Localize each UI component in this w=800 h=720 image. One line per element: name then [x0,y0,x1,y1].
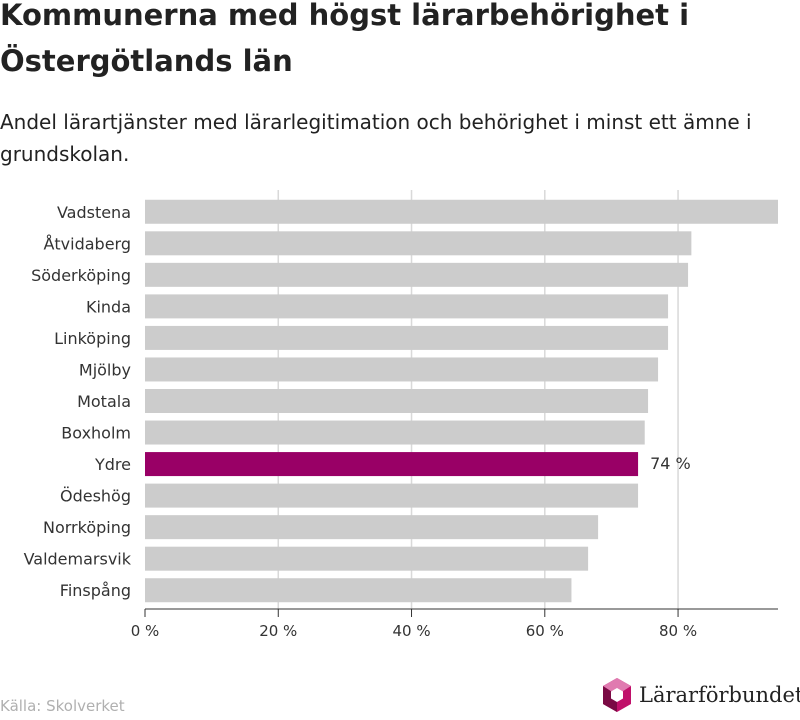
category-label: Valdemarsvik [24,550,132,569]
bar [145,389,649,413]
bar [145,483,639,508]
bar [145,231,692,256]
bar [145,199,778,224]
bar [145,262,689,287]
x-tick-label: 80 % [659,622,697,640]
lararforbundet-logo-icon [603,678,631,712]
category-label: Kinda [86,297,131,316]
x-tick-label: 60 % [526,622,564,640]
logo-wordmark: Lärarförbundet [639,683,800,707]
category-label: Ödeshög [60,487,131,506]
category-label: Söderköping [31,266,131,285]
source-note: Källa: Skolverket [0,697,125,715]
category-label: Linköping [54,329,131,348]
data-label: 74 % [650,454,691,473]
category-label: Ydre [94,455,131,474]
bar [145,294,669,319]
x-tick-label: 0 % [131,622,160,640]
category-label: Boxholm [61,424,131,443]
x-tick-label: 40 % [392,622,430,640]
bar [145,515,599,540]
bar [145,578,572,603]
category-label: Motala [77,392,131,411]
category-label: Norrköping [43,518,131,537]
x-tick-label: 20 % [259,622,297,640]
bar-highlighted [145,452,639,477]
bar-chart: Vadstena Åtvidaberg Söderköping Kinda Linköp… [24,190,778,640]
chart-title: Kommunerna med högst lärarbehörighet i Ö… [0,0,690,78]
category-label: Åtvidaberg [43,234,131,253]
bar [145,546,589,571]
category-label: Vadstena [57,203,131,222]
bar [145,325,669,350]
bar [145,357,659,382]
category-label: Finspång [60,581,131,600]
publisher-logo: Lärarförbundet [601,676,800,714]
category-label: Mjölby [79,360,131,379]
chart-subtitle: Andel lärartjänster med lärarlegitimatio… [0,110,752,166]
bar [145,420,645,445]
